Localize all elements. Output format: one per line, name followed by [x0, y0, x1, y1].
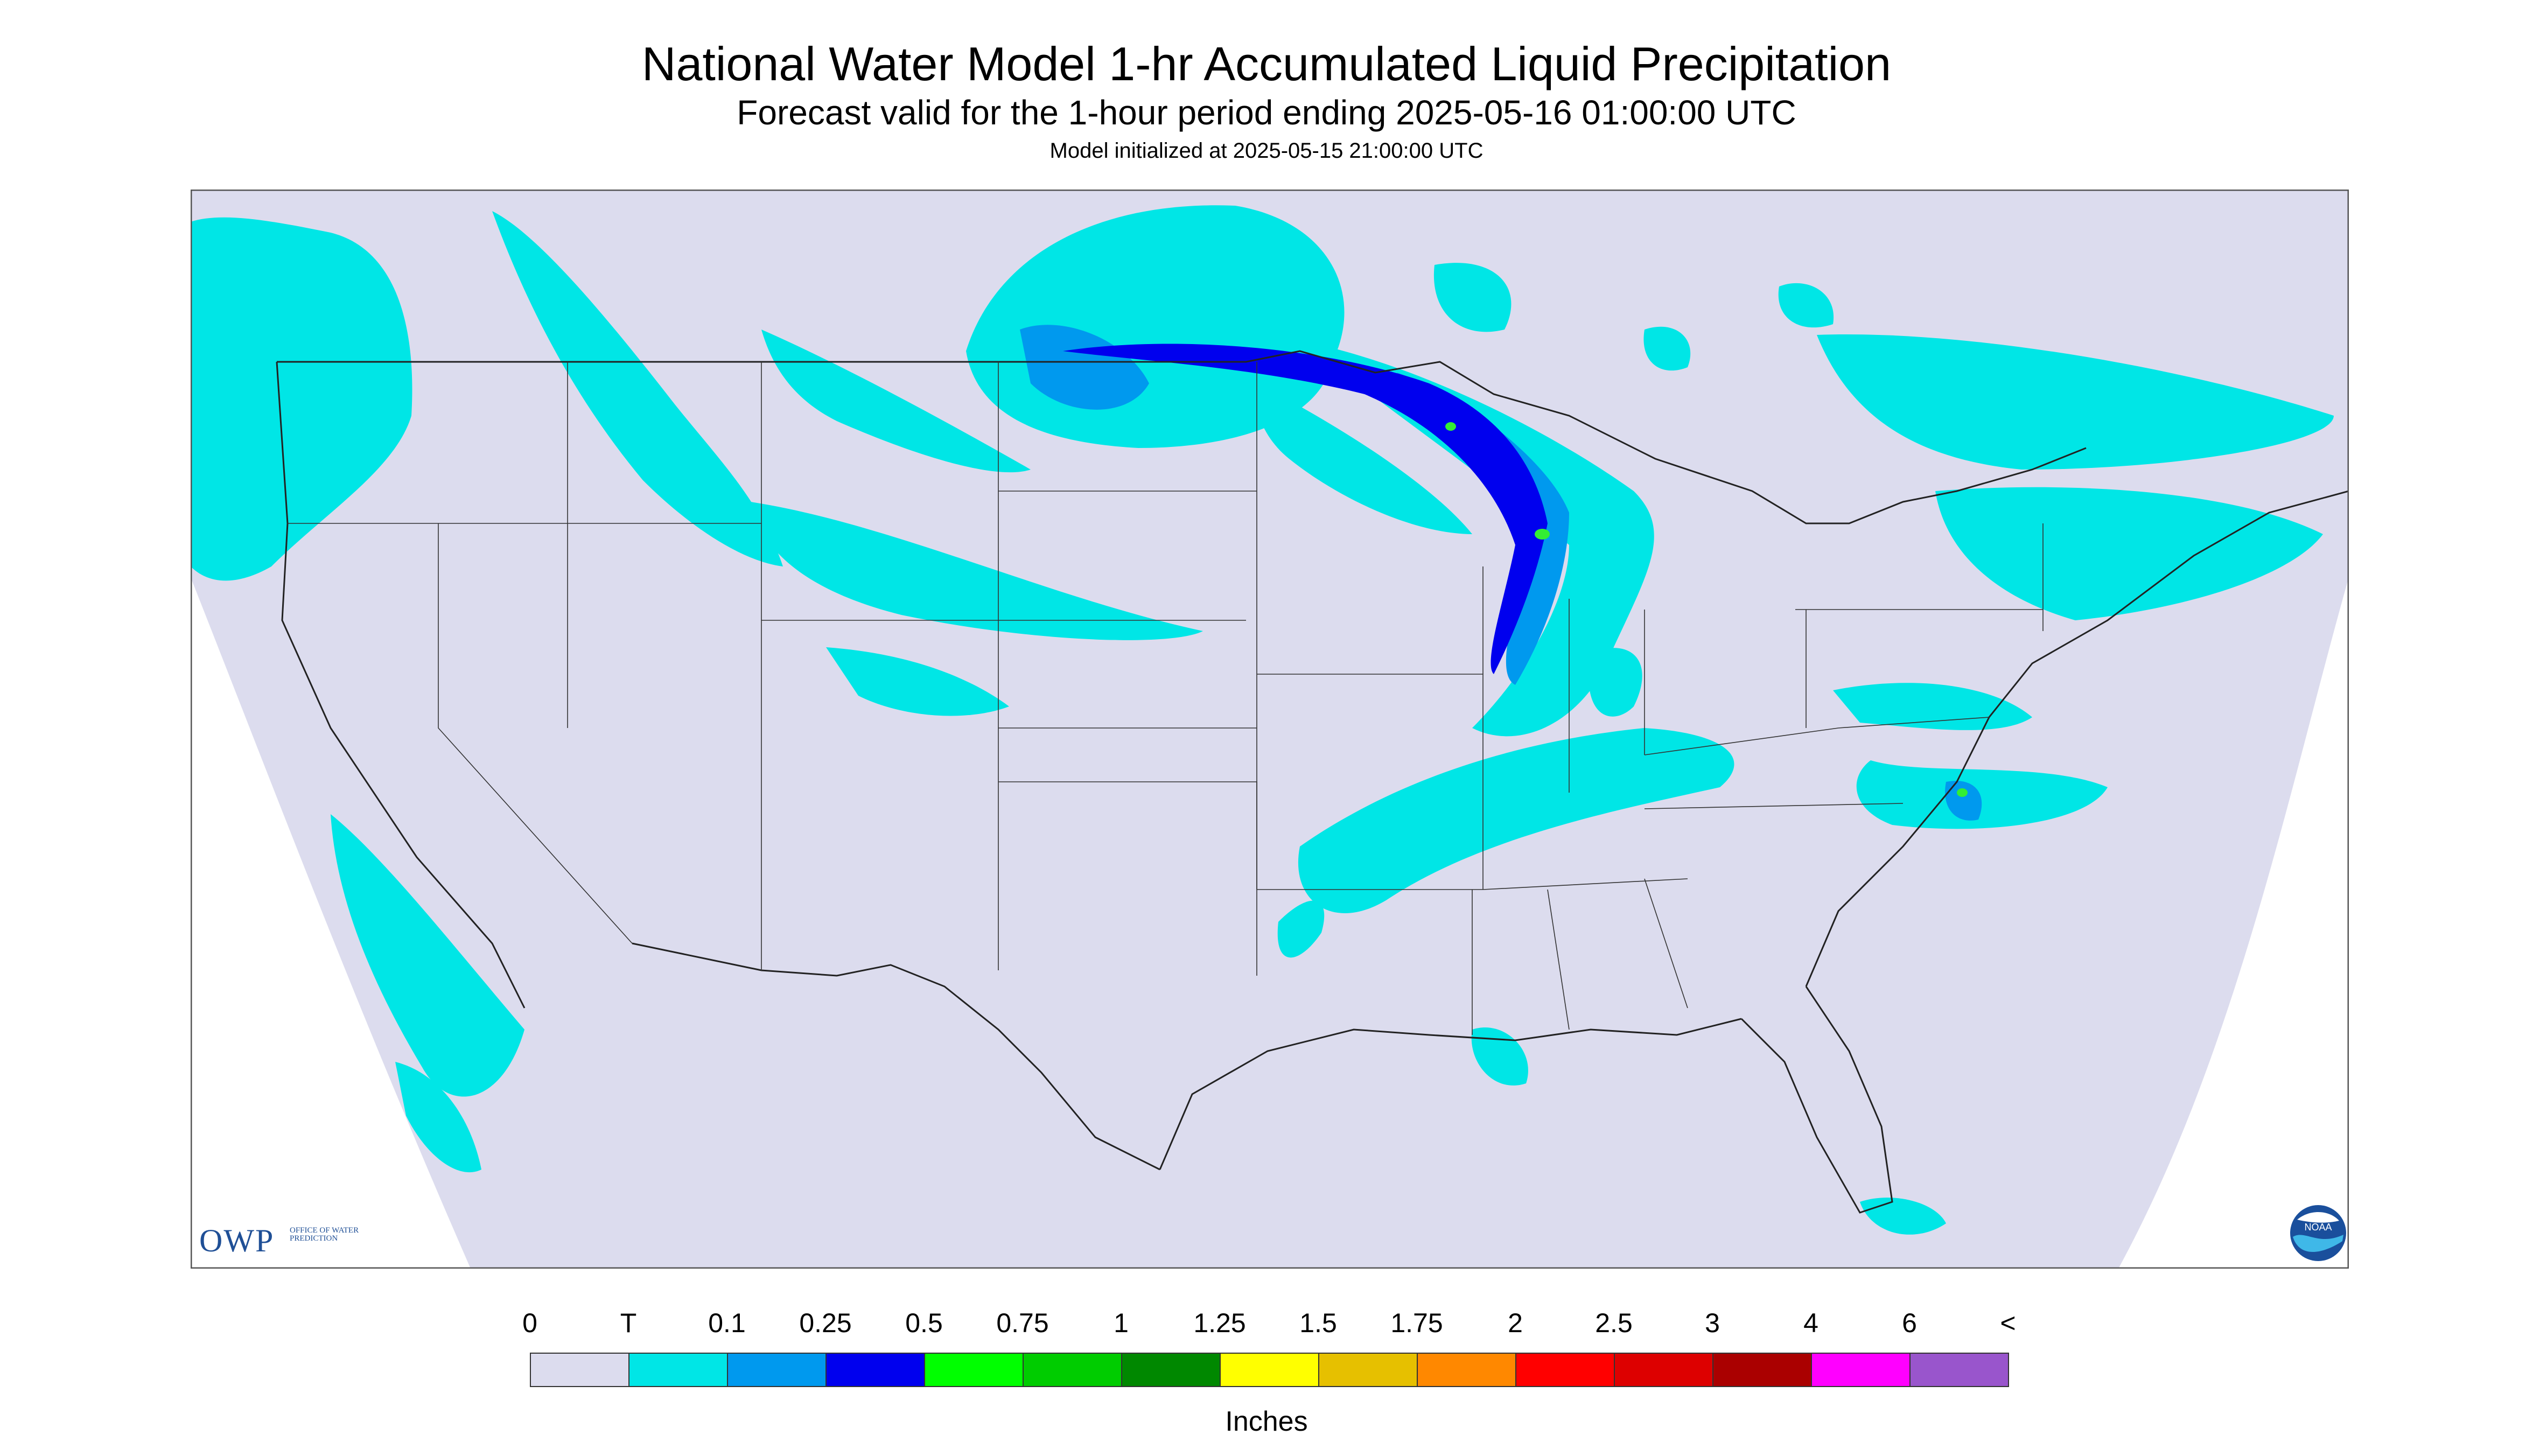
precip-trace-areas — [191, 205, 2334, 1235]
canada-east-band-precip — [1817, 334, 2334, 470]
legend-color-box — [1318, 1353, 1418, 1387]
indiana-streak-precip — [1589, 648, 1642, 717]
model-init-line: Model initialized at 2025-05-15 21:00:00… — [1049, 139, 1484, 163]
legend-color-box — [1811, 1353, 1911, 1387]
legend-color-box — [1909, 1353, 2009, 1387]
precipitation-map — [191, 190, 2349, 1269]
gulf-precip — [1471, 1027, 1528, 1086]
baja-precip — [395, 1062, 481, 1173]
legend-color-box — [1417, 1353, 1516, 1387]
legend-color-box — [1515, 1353, 1615, 1387]
legend-tick-label: 1.25 — [1193, 1308, 1246, 1338]
legend-tick-label: T — [620, 1308, 637, 1338]
precip-light-areas — [1020, 325, 1982, 821]
state-line — [1257, 878, 1688, 890]
precip-moderate-areas — [1063, 344, 1548, 674]
florida-coast-precip — [1860, 1198, 1946, 1235]
legend-tick-label: 1 — [1114, 1308, 1129, 1338]
state-lines — [288, 362, 2044, 1035]
mid-atlantic-precip — [1833, 683, 2032, 730]
ontario-cluster-precip — [1643, 326, 1691, 371]
noaa-logo-wave — [2293, 1235, 2343, 1252]
model-domain — [191, 190, 2349, 1269]
northeast-coast-precip — [1935, 487, 2323, 620]
heavy-core-2 — [1445, 422, 1456, 431]
colorado-bands-precip — [826, 647, 1009, 716]
gulf-coast — [1159, 1018, 1742, 1170]
legend-tick-label: 1.5 — [1299, 1308, 1337, 1338]
owp-logo-subtext: OFFICE OF WATER PREDICTION — [290, 1226, 359, 1243]
ohio-valley-band-precip — [1298, 728, 1734, 913]
north-carolina-precip — [1856, 760, 2108, 829]
wyoming-bands-precip — [751, 502, 1203, 640]
us-canada-border — [277, 350, 2087, 524]
quebec-cluster-precip — [1778, 283, 1834, 328]
legend-tick-label: 2 — [1508, 1308, 1523, 1338]
state-line — [1644, 717, 1990, 755]
legend-tick-label: 0.1 — [708, 1308, 746, 1338]
montana-bands-precip — [761, 330, 1031, 473]
legend-tick-label: 0.5 — [905, 1308, 943, 1338]
legend-tick-label: 0 — [522, 1308, 537, 1338]
state-line — [1644, 803, 1904, 809]
legend-tick-label: 0.25 — [799, 1308, 852, 1338]
minnesota-moderate-band — [1063, 344, 1548, 674]
us-mexico-border — [632, 942, 1160, 1171]
legend-tick-label: 2.5 — [1595, 1308, 1633, 1338]
state-line — [438, 523, 633, 944]
great-lakes-cluster-precip — [1433, 263, 1512, 332]
legend-color-box — [1121, 1353, 1221, 1387]
noaa-logo: NOAA — [2290, 1205, 2346, 1261]
florida-peninsula — [1740, 986, 1893, 1214]
owp-logo-text: OWP — [199, 1223, 275, 1258]
map-subtitle: Forecast valid for the 1-hour period end… — [737, 93, 1796, 132]
political-boundaries — [276, 350, 2349, 1214]
dakotas-east-precip — [1255, 383, 1472, 534]
noaa-logo-gull — [2297, 1212, 2339, 1223]
inset-border — [191, 190, 2349, 1269]
state-line — [1644, 878, 1688, 1009]
state-line — [998, 781, 1257, 976]
legend-tick-label: 0.75 — [996, 1308, 1049, 1338]
southern-plains-streak-precip — [1277, 900, 1325, 958]
owp-logo: OWP OFFICE OF WATER PREDICTION — [199, 1222, 372, 1260]
state-line — [1547, 889, 1570, 1030]
legend-color-box — [727, 1353, 827, 1387]
legend-color-box — [1712, 1353, 1812, 1387]
state-line — [998, 362, 1246, 621]
map-title: National Water Model 1-hr Accumulated Li… — [641, 37, 1892, 90]
legend-color-box — [825, 1353, 925, 1387]
east-coast — [1805, 490, 2349, 987]
precipitation-legend: 0 T 0.1 0.25 0.5 0.75 1 1.25 1.5 1.75 2 2.5 3 4 6 < Inc… — [0, 1292, 2533, 1456]
noaa-logo-text: NOAA — [2304, 1222, 2332, 1233]
legend-unit-label: Inches — [1225, 1406, 1308, 1437]
lakes-light-precip — [1397, 373, 1569, 685]
legend-color-box — [924, 1353, 1024, 1387]
california-coast-precip — [331, 814, 524, 1097]
legend-tick-label: 3 — [1705, 1308, 1720, 1338]
pacific-northwest-precip — [191, 217, 412, 581]
upper-midwest-band-precip — [1300, 340, 1654, 737]
carolina-light-precip — [1945, 781, 1982, 821]
legend-color-box — [1614, 1353, 1713, 1387]
heavy-core-1 — [1535, 529, 1550, 540]
legend-tick-label: 4 — [1803, 1308, 1818, 1338]
legend-color-box — [628, 1353, 728, 1387]
heavy-core-3 — [1957, 788, 1968, 797]
northern-rockies-precip — [492, 211, 783, 566]
legend-tick-label: 6 — [1902, 1308, 1917, 1338]
dakotas-light-precip — [1020, 325, 1149, 410]
legend-tick-label: 1.75 — [1390, 1308, 1443, 1338]
legend-color-box — [1220, 1353, 1319, 1387]
legend-color-box — [1023, 1353, 1122, 1387]
precip-heavy-cores — [1445, 422, 1968, 797]
legend-tick-label: < — [2000, 1308, 2016, 1338]
legend-color-box — [530, 1353, 629, 1387]
